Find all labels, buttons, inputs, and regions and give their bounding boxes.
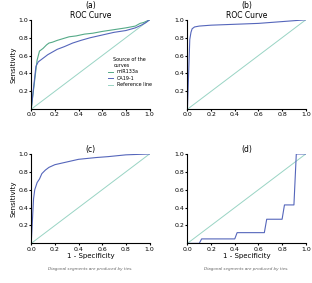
Y-axis label: Sensitivity: Sensitivity (11, 46, 17, 83)
Title: (d): (d) (241, 145, 252, 154)
Text: Diagonal segments are produced by ties.: Diagonal segments are produced by ties. (48, 267, 133, 271)
Title: (c): (c) (85, 145, 95, 154)
Title: (b)
ROC Curve: (b) ROC Curve (226, 1, 267, 20)
X-axis label: 1 - Specificity: 1 - Specificity (66, 253, 114, 259)
Y-axis label: Sensitivity: Sensitivity (11, 181, 17, 217)
Text: Diagonal segments are produced by ties.: Diagonal segments are produced by ties. (204, 267, 289, 271)
Title: (a)
ROC Curve: (a) ROC Curve (70, 1, 111, 20)
Legend: miR133a, CA19-1, Reference line: miR133a, CA19-1, Reference line (107, 56, 153, 88)
X-axis label: 1 - Specificity: 1 - Specificity (223, 253, 271, 259)
